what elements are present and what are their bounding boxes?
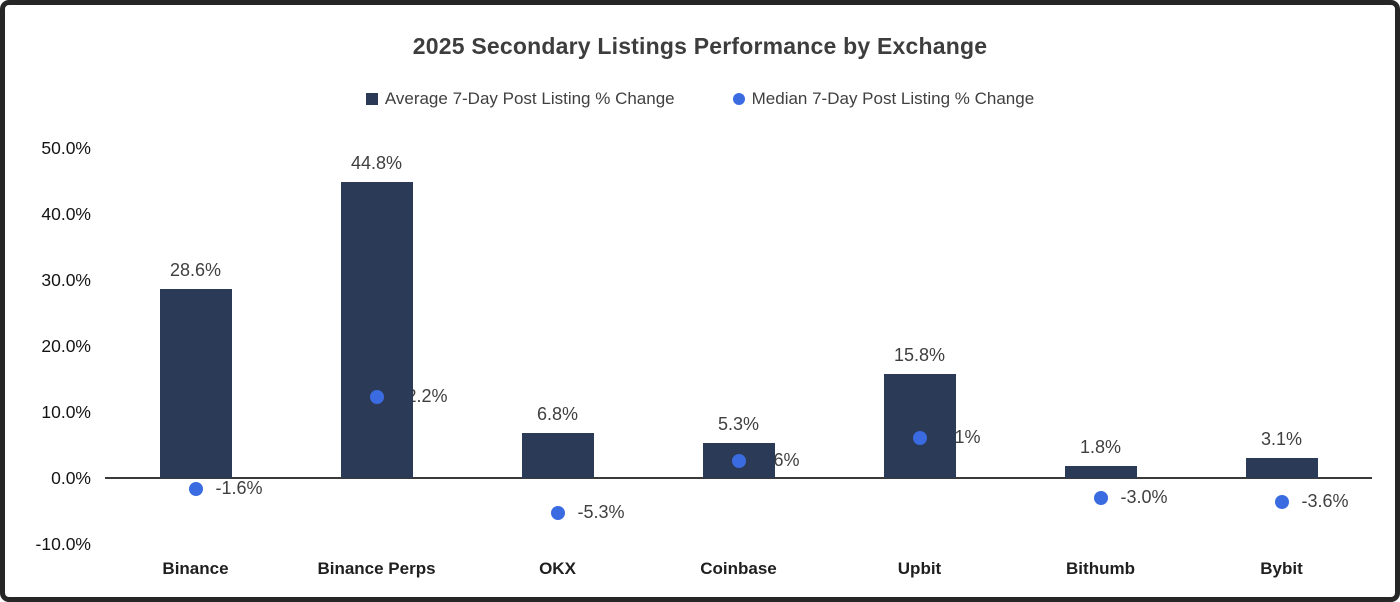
median-value-label: -3.0% — [1120, 486, 1168, 507]
bar-value-label: 6.8% — [536, 404, 579, 425]
category-label: Binance — [162, 559, 229, 578]
y-tick-label: 30.0% — [41, 270, 91, 290]
median-dot — [731, 453, 746, 468]
bar — [159, 289, 232, 478]
bar-value-label: 28.6% — [169, 260, 222, 281]
median-dot — [550, 505, 565, 520]
bar — [1245, 457, 1318, 478]
median-value-label: -1.6% — [215, 477, 263, 498]
plot-area: 28.6% -1.6% 44.8% 12.2% 6.8% -5.3% 5.3% 2.6% 15.… — [105, 148, 1372, 544]
x-axis: Binance Binance Perps OKX Coinbase Upbit Bith… — [105, 559, 1372, 585]
y-tick-label: 40.0% — [41, 204, 91, 224]
legend-label-average: Average 7-Day Post Listing % Change — [384, 89, 675, 108]
median-value-label: -5.3% — [577, 501, 625, 522]
legend: Average 7-Day Post Listing % Change Medi… — [5, 89, 1395, 109]
median-dot — [912, 430, 927, 445]
zero-axis-line — [105, 477, 1372, 479]
category-label: Upbit — [897, 559, 942, 578]
bar-value-label: 1.8% — [1079, 437, 1122, 458]
bar-value-label: 3.1% — [1260, 428, 1303, 449]
bar-value-label: 44.8% — [350, 153, 403, 174]
bar — [1064, 466, 1137, 478]
bar — [883, 373, 956, 478]
category-label: Bithumb — [1066, 559, 1135, 578]
y-tick-label: 0.0% — [51, 468, 91, 488]
bar — [340, 182, 413, 478]
bar-value-label: 15.8% — [893, 344, 946, 365]
chart-title: 2025 Secondary Listings Performance by E… — [412, 33, 988, 59]
legend-label-median: Median 7-Day Post Listing % Change — [751, 89, 1035, 108]
legend-dot-marker-icon — [732, 93, 745, 105]
y-axis: 50.0% 40.0% 30.0% 20.0% 10.0% 0.0% -10.0% — [5, 138, 91, 554]
y-tick-label: 50.0% — [41, 138, 91, 158]
category-label: Bybit — [1260, 559, 1303, 578]
legend-item-average: Average 7-Day Post Listing % Change — [365, 89, 675, 109]
legend-item-median: Median 7-Day Post Listing % Change — [732, 89, 1035, 109]
y-tick-label: 20.0% — [41, 336, 91, 356]
category-label: OKX — [539, 559, 576, 578]
median-dot — [369, 390, 384, 405]
category-label: Binance Perps — [317, 559, 436, 578]
median-value-label: -3.6% — [1301, 490, 1349, 511]
median-dot — [188, 481, 203, 496]
y-tick-label: -10.0% — [35, 534, 91, 554]
legend-bar-marker-icon — [365, 93, 378, 105]
category-label: Coinbase — [700, 559, 777, 578]
median-dot — [1093, 490, 1108, 505]
median-dot — [1274, 494, 1289, 509]
bar — [521, 433, 594, 478]
bar-value-label: 5.3% — [717, 414, 760, 435]
y-tick-label: 10.0% — [41, 402, 91, 422]
